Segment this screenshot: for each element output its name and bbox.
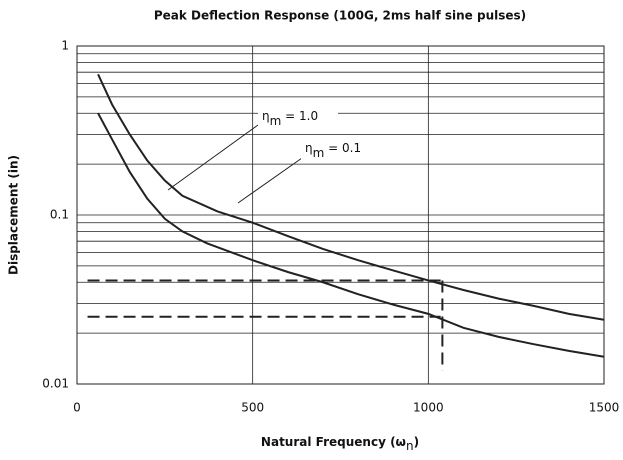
annotation: ηm = 0.1 xyxy=(305,141,361,160)
ann-symbol: η xyxy=(305,141,313,155)
x-tick-label: 1000 xyxy=(413,401,444,415)
leader-line xyxy=(237,157,303,204)
x-axis-label: Natural Frequency (ωn) xyxy=(261,435,419,453)
x-tick-label: 500 xyxy=(241,401,264,415)
ann-text: = 0.1 xyxy=(324,141,361,155)
x-label-text: Natural Frequency (ω xyxy=(261,435,406,449)
label-bg xyxy=(258,108,338,130)
y-tick-label: 1 xyxy=(61,39,69,53)
x-label-sub: n xyxy=(406,439,414,453)
chart-title: Peak Deflection Response (100G, 2ms half… xyxy=(154,9,526,23)
x-tick-label: 1500 xyxy=(589,401,620,415)
ann-symbol: η xyxy=(262,109,270,123)
label-bg xyxy=(301,140,381,162)
leader-line xyxy=(167,124,259,191)
ann-text: = 1.0 xyxy=(281,109,318,123)
ann-sub: m xyxy=(270,114,282,128)
series-line xyxy=(97,112,605,358)
y-tick-label: 0.1 xyxy=(50,208,69,222)
annotation: ηm = 1.0 xyxy=(262,109,318,128)
ann-sub: m xyxy=(313,146,325,160)
y-axis-label: Displacement (in) xyxy=(7,155,21,275)
y-tick-label: 0.01 xyxy=(42,377,69,391)
x-tick-label: 0 xyxy=(73,401,81,415)
series-line xyxy=(97,73,605,321)
plot-frame xyxy=(76,45,605,385)
x-label-end: ) xyxy=(414,435,419,449)
